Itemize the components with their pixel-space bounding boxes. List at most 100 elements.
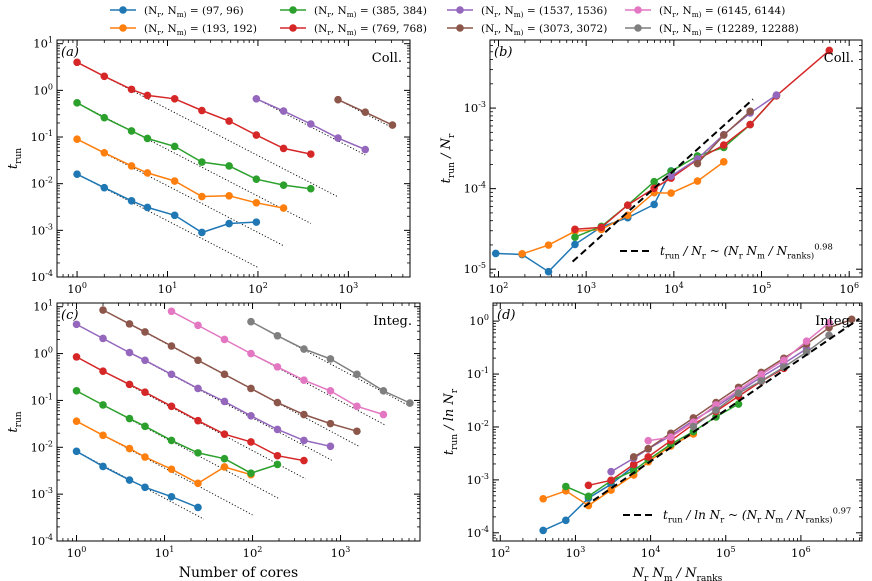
ideal-scaling-line [76,173,259,268]
data-point [562,482,570,491]
data-point [825,46,834,55]
data-point [194,416,202,425]
y-tick-label: 10-4 [31,269,53,284]
ideal-scaling-line [76,420,253,516]
data-point [99,367,107,376]
y-tick-label: 10-2 [467,419,489,434]
data-point [143,203,152,212]
data-point [273,363,282,371]
series-6145-6144 [167,307,388,419]
data-point [353,427,361,436]
series-line [76,102,311,190]
y-tick-label: 10-4 [464,181,486,196]
legend-entry: (Nr​, Nm)​ = (3073, 3072) [447,23,607,37]
data-point [306,120,315,128]
data-point [273,460,282,469]
data-point [689,422,698,431]
data-point [73,170,81,178]
series-line [102,309,358,432]
data-point [757,377,766,385]
x-tick-label: 103 [331,545,351,560]
x-tick-label: 103 [576,281,596,296]
data-point [167,307,176,316]
data-point [125,476,134,484]
y-tick-label: 100 [33,82,53,97]
data-point [719,131,728,139]
fit-legend-label: trun​ / Nr​ ~ (Nr​ Nm​ / Nranks)​0.98​ [660,242,833,261]
data-point [406,399,414,407]
y-tick-label: 10-3 [467,472,489,487]
data-point [544,267,553,276]
panel-annotation: Integ. [373,314,412,329]
data-point [141,483,149,492]
series-12289-12288 [689,331,833,431]
data-point [273,425,282,434]
legend-label: (Nr​, Nm)​ = (6145, 6144) [659,5,785,19]
data-point [607,467,615,476]
data-point [802,348,811,356]
x-tick-label: 102 [489,281,509,296]
data-point [127,162,136,170]
data-point [99,431,107,440]
data-point [712,401,720,409]
data-point [247,384,255,393]
panel-b-collision-scaling: 102 103 104 105 106 10-5 10-4 10-3 (b) Coll. trun​… [439,39,863,296]
legend-label: (Nr​, Nm)​ = (12289, 12288) [659,23,799,37]
series-line [76,61,311,155]
data-point [334,134,342,142]
y-axis-label: trun​ [6,411,24,432]
data-point [225,117,233,125]
x-tick-label: 101 [158,281,178,296]
data-point [167,370,176,379]
minor-ticks [56,40,410,277]
series-6145-6144 [644,318,833,445]
data-point [73,99,81,107]
data-point [518,250,526,258]
data-point [170,211,179,220]
data-point [746,107,754,116]
series-line [588,367,785,487]
data-point [780,356,788,365]
panel-a-collision-runtime: 100 101 102 103 10-4 10-3 10-2 10-1 100 101 (a) Col… [6,36,411,296]
data-point [847,315,856,324]
data-point [247,438,255,446]
series-line [495,170,672,273]
series-97-96 [491,167,675,276]
data-point [772,91,781,99]
data-point [127,85,136,94]
series-line [76,420,252,485]
data-point [644,444,653,453]
data-point [194,384,202,393]
data-point [306,184,315,193]
y-tick-label: 10-5 [464,261,486,276]
panel-label: (c) [61,308,78,323]
data-point [693,177,702,185]
data-point [170,177,179,185]
legend-label: (Nr​, Nm)​ = (193, 192) [144,23,257,37]
legend-entry: (Nr​, Nm)​ = (769, 768) [280,23,427,37]
series-769-768 [72,353,308,465]
data-point [72,320,81,329]
legend-label: (Nr​, Nm)​ = (97, 96) [144,5,244,19]
legend-label: (Nr​, Nm)​ = (769, 768) [314,23,427,37]
y-tick-label: 10-2 [31,439,53,454]
series-line [76,450,199,509]
data-point [252,94,261,103]
data-point [125,320,134,328]
data-point [220,397,229,406]
series-385-384 [73,99,315,193]
data-point [719,158,728,166]
data-point [629,460,638,469]
y-tick-label: 10-4 [467,525,489,540]
data-point [693,159,702,168]
data-point [125,348,134,357]
x-tick-label: 102 [248,281,268,296]
fit-line [571,98,754,263]
data-point [379,410,388,419]
data-point [562,516,570,525]
panel-label: (d) [497,308,515,323]
data-point [273,451,282,460]
ideal-scaling-line [76,102,312,224]
data-point [491,249,500,258]
